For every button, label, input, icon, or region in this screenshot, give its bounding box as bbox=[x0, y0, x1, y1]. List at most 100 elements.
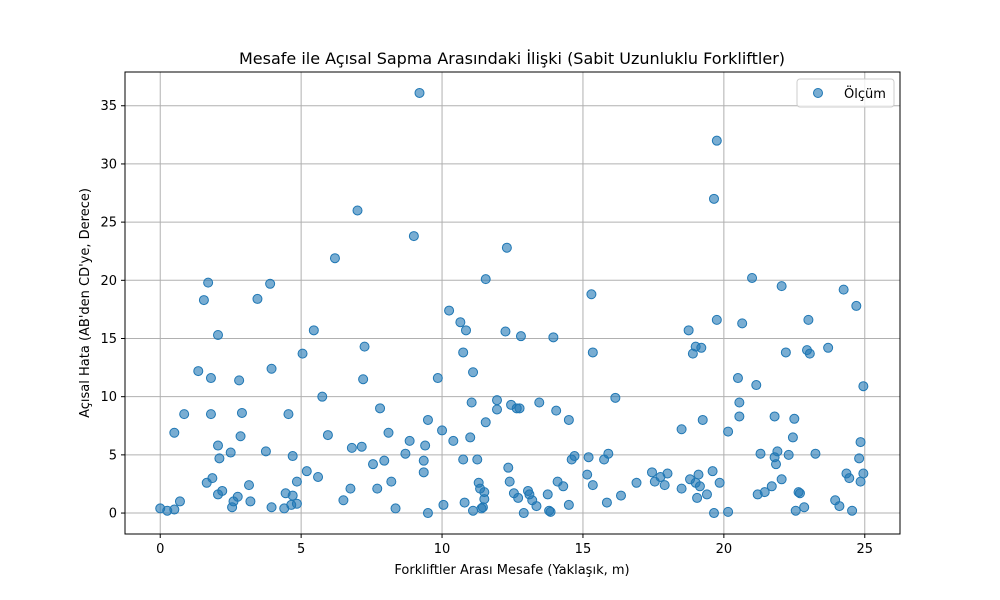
data-point bbox=[751, 380, 762, 391]
data-point bbox=[236, 407, 247, 418]
data-point bbox=[737, 318, 748, 329]
y-tick-label: 0 bbox=[109, 507, 117, 522]
data-point bbox=[855, 476, 866, 487]
data-point bbox=[855, 437, 866, 448]
data-point bbox=[551, 405, 562, 416]
legend-label: Ölçüm bbox=[844, 85, 886, 102]
data-point bbox=[548, 332, 559, 343]
data-point bbox=[346, 442, 357, 453]
data-point bbox=[338, 495, 349, 506]
data-point bbox=[266, 363, 277, 374]
data-point bbox=[234, 375, 245, 386]
data-point bbox=[676, 483, 687, 494]
data-point bbox=[459, 497, 470, 508]
data-point bbox=[179, 409, 190, 420]
data-point bbox=[477, 502, 488, 513]
data-point bbox=[458, 454, 469, 465]
data-point bbox=[301, 466, 312, 477]
x-tick-label: 5 bbox=[297, 542, 305, 557]
data-point bbox=[468, 367, 479, 378]
data-point bbox=[352, 205, 363, 216]
data-point bbox=[692, 492, 703, 503]
data-point bbox=[205, 409, 216, 420]
data-point bbox=[492, 404, 502, 415]
data-point bbox=[587, 347, 598, 358]
data-point bbox=[422, 414, 433, 425]
data-point bbox=[418, 467, 429, 478]
data-point bbox=[444, 305, 455, 316]
data-point bbox=[390, 503, 401, 514]
data-point bbox=[322, 430, 333, 441]
data-point bbox=[400, 448, 411, 459]
data-point bbox=[647, 467, 657, 478]
data-point bbox=[408, 231, 419, 242]
data-point bbox=[480, 274, 491, 285]
data-point bbox=[438, 499, 449, 510]
data-point bbox=[198, 295, 209, 306]
data-point bbox=[583, 452, 594, 463]
data-point bbox=[787, 432, 798, 443]
data-point bbox=[455, 317, 466, 328]
data-point bbox=[772, 446, 783, 457]
y-tick-label: 25 bbox=[100, 216, 117, 231]
data-point bbox=[492, 395, 502, 406]
x-tick-label: 0 bbox=[156, 542, 164, 557]
data-point bbox=[504, 476, 515, 487]
data-point bbox=[356, 441, 367, 452]
y-tick-label: 10 bbox=[100, 390, 117, 405]
data-point bbox=[404, 435, 415, 446]
data-point bbox=[465, 432, 476, 443]
data-point bbox=[542, 489, 553, 500]
data-point bbox=[707, 466, 718, 477]
data-point bbox=[169, 427, 180, 438]
data-point bbox=[329, 253, 340, 264]
data-point bbox=[701, 489, 712, 500]
x-tick-label: 25 bbox=[856, 542, 873, 557]
data-point bbox=[696, 342, 707, 353]
legend: Ölçüm bbox=[796, 78, 895, 108]
data-point bbox=[769, 411, 780, 422]
data-point bbox=[414, 87, 425, 98]
data-point bbox=[422, 508, 433, 519]
data-point bbox=[500, 326, 511, 337]
data-point bbox=[766, 481, 777, 492]
x-tick-label: 15 bbox=[575, 542, 592, 557]
data-point bbox=[714, 477, 725, 488]
data-point bbox=[283, 409, 294, 420]
data-point bbox=[563, 414, 574, 425]
data-point bbox=[266, 502, 277, 513]
data-point bbox=[479, 487, 490, 498]
data-point bbox=[205, 373, 216, 384]
data-point bbox=[514, 403, 525, 414]
chart-title: Mesafe ile Açısal Sapma Arasındaki İlişk… bbox=[239, 49, 785, 68]
data-point bbox=[694, 481, 705, 492]
data-point bbox=[458, 347, 469, 358]
data-point bbox=[838, 284, 849, 295]
legend-marker bbox=[813, 88, 823, 98]
data-point bbox=[359, 341, 370, 352]
data-point bbox=[723, 426, 734, 437]
data-point bbox=[711, 135, 722, 146]
data-point bbox=[232, 491, 243, 502]
data-point bbox=[789, 413, 800, 424]
data-point bbox=[480, 417, 491, 428]
data-point bbox=[747, 272, 758, 283]
data-point bbox=[472, 454, 483, 465]
x-tick-label: 20 bbox=[716, 542, 733, 557]
data-point bbox=[252, 293, 263, 304]
data-point bbox=[386, 476, 397, 487]
data-point bbox=[358, 374, 369, 385]
data-point bbox=[776, 281, 787, 292]
data-point bbox=[847, 505, 858, 516]
data-point bbox=[245, 496, 256, 507]
data-point bbox=[804, 348, 815, 359]
x-axis-label: Forkliftler Arası Mesafe (Yaklaşık, m) bbox=[394, 563, 629, 578]
data-point bbox=[193, 366, 204, 377]
data-point bbox=[217, 485, 228, 496]
data-point bbox=[794, 488, 805, 499]
data-point bbox=[844, 473, 855, 484]
data-point bbox=[616, 490, 626, 501]
data-point bbox=[734, 397, 745, 408]
data-point bbox=[265, 278, 276, 289]
